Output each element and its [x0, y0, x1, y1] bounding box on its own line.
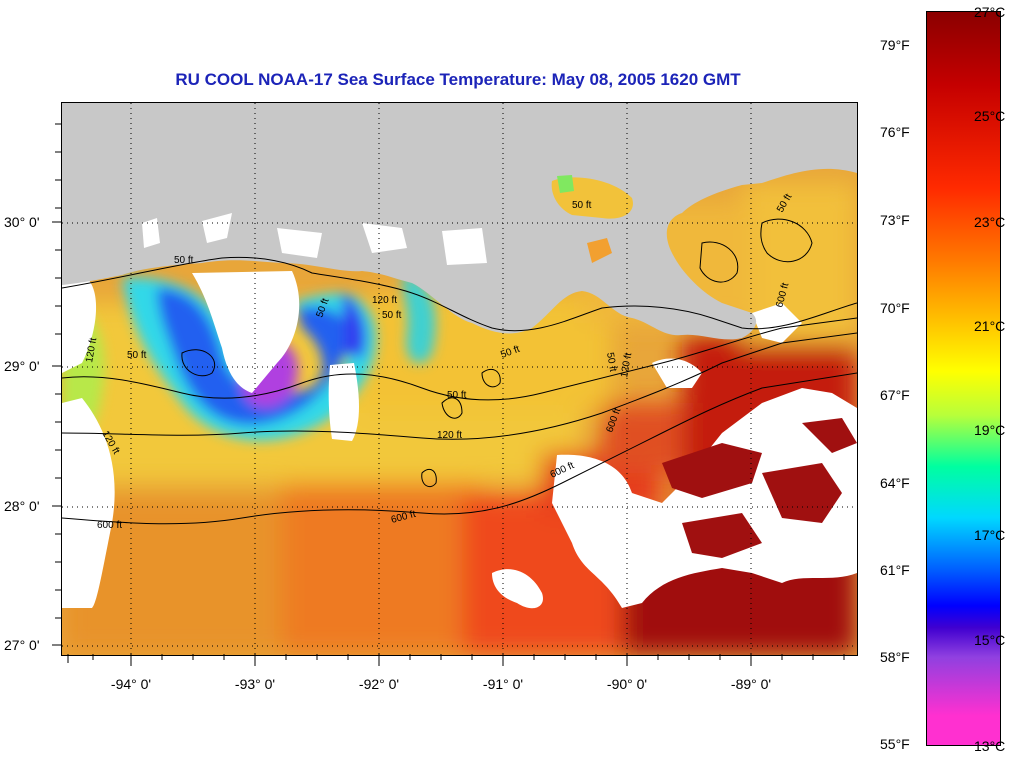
sst-map: 50 ft 120 ft 50 ft 120 ft 50 ft 120 ft 6…	[61, 102, 858, 656]
celsius-label: 21°C	[974, 318, 1006, 334]
contour-label: 50 ft	[572, 200, 592, 211]
fahrenheit-label: 55°F	[880, 736, 910, 752]
longitude-label: -93° 0'	[234, 676, 276, 692]
latitude-label: 27° 0'	[4, 637, 40, 653]
contour-label: 120 ft	[372, 295, 397, 306]
celsius-label: 15°C	[974, 632, 1006, 648]
celsius-label: 23°C	[974, 214, 1006, 230]
fahrenheit-label: 73°F	[880, 212, 910, 228]
fahrenheit-label: 70°F	[880, 300, 910, 316]
fahrenheit-label: 64°F	[880, 475, 910, 491]
contour-label: 50 ft	[604, 352, 618, 373]
celsius-label: 25°C	[974, 108, 1006, 124]
longitude-label: -92° 0'	[358, 676, 400, 692]
fahrenheit-label: 76°F	[880, 124, 910, 140]
fahrenheit-label: 58°F	[880, 649, 910, 665]
latitude-label: 28° 0'	[4, 498, 40, 514]
longitude-label: -90° 0'	[606, 676, 648, 692]
longitude-label: -91° 0'	[482, 676, 524, 692]
colorbar	[926, 11, 1001, 746]
fahrenheit-label: 67°F	[880, 387, 910, 403]
longitude-label: -89° 0'	[730, 676, 772, 692]
map-title: RU COOL NOAA-17 Sea Surface Temperature:…	[175, 70, 741, 89]
celsius-label: 27°C	[974, 4, 1006, 20]
contour-label: 50 ft	[382, 310, 402, 321]
longitude-label: -94° 0'	[110, 676, 152, 692]
graticule	[62, 103, 857, 655]
bathymetry-contours	[62, 218, 857, 525]
contour-label: 120 ft	[437, 430, 462, 441]
cool-plume	[62, 273, 436, 441]
celsius-label: 19°C	[974, 422, 1006, 438]
contour-label: 600 ft	[97, 520, 122, 531]
land	[62, 103, 857, 340]
contour-label: 50 ft	[174, 255, 194, 266]
no-data-areas	[62, 271, 857, 609]
fahrenheit-label: 61°F	[880, 562, 910, 578]
latitude-label: 29° 0'	[4, 358, 40, 374]
contour-label: 50 ft	[447, 390, 467, 401]
celsius-label: 17°C	[974, 527, 1006, 543]
celsius-label: 13°C	[974, 738, 1006, 754]
contour-label: 120 ft	[84, 337, 99, 364]
latitude-label: 30° 0'	[4, 214, 40, 230]
contour-label: 50 ft	[127, 350, 147, 361]
warm-patches	[662, 418, 857, 558]
contour-label: 120 ft	[619, 352, 634, 379]
fahrenheit-label: 79°F	[880, 37, 910, 53]
